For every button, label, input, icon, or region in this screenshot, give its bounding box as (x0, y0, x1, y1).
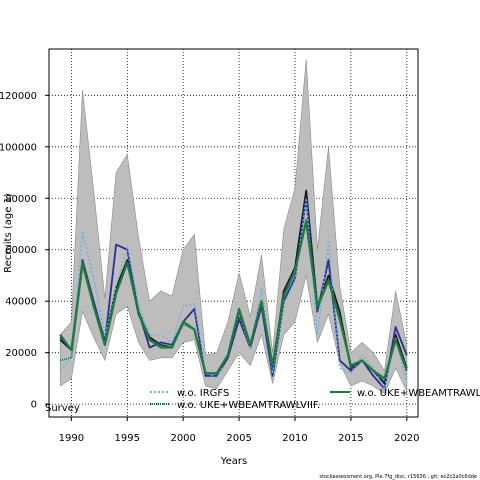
x-tick-label-0: 1990 (59, 433, 84, 444)
y-tick-label-2: 40000 (5, 297, 37, 308)
survey-annotation: Survey (45, 403, 80, 414)
footer-note: stockassessment.org, Ple.7fg_disc, r1563… (319, 474, 477, 480)
x-axis-ticks: 1990 1995 2000 2005 2010 2015 2020 (59, 417, 420, 444)
y-tick-label-1: 20000 (5, 348, 37, 359)
y-tick-label-4: 80000 (5, 194, 37, 205)
y-tick-label-5: 100000 (0, 142, 37, 153)
x-tick-label-4: 2010 (282, 433, 307, 444)
plot-frame (48, 48, 419, 418)
x-tick-label-3: 2005 (226, 433, 251, 444)
x-tick-label-6: 2020 (394, 433, 419, 444)
x-tick-label-2: 2000 (170, 433, 195, 444)
y-axis-title: Recruits (age 1) (3, 193, 14, 273)
series-line-1 (59, 197, 408, 390)
series-line-4 (59, 220, 408, 380)
x-tick-label-1: 1995 (115, 433, 140, 444)
x-tick-label-5: 2015 (338, 433, 363, 444)
x-axis-title: Years (220, 456, 247, 467)
y-tick-label-0: 0 (31, 400, 37, 411)
series-lines (59, 189, 408, 390)
legend-label-2: w.o. UKE+WBEAMTRAWL (357, 388, 480, 399)
legend-label-1: w.o. UKE+WBEAMTRAWLVIIF. (177, 400, 320, 411)
y-tick-label-6: 120000 (0, 91, 37, 102)
legend-label-0: w.o. IRGFS (177, 388, 229, 399)
y-tick-label-3: 60000 (5, 245, 37, 256)
y-axis-ticks: 0 20000 40000 60000 80000 100000 120000 (0, 91, 49, 411)
